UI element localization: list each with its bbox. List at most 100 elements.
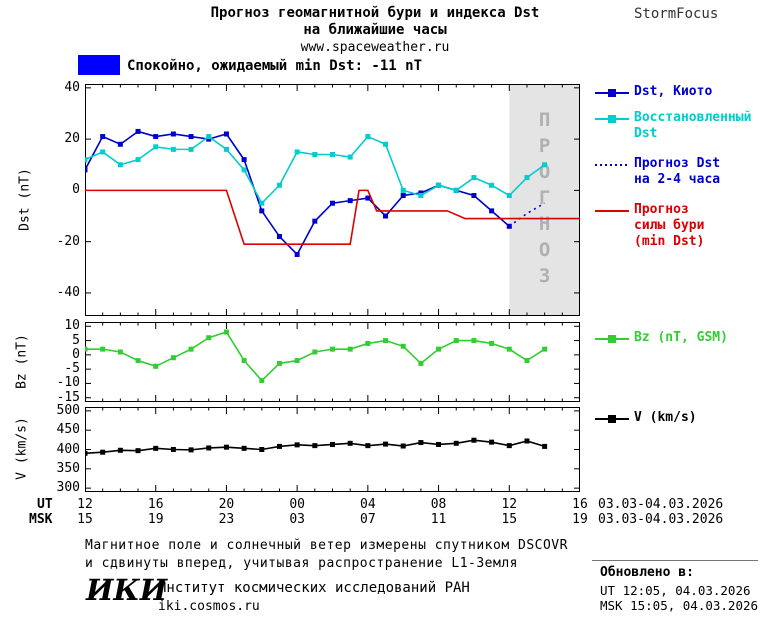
legend-entry-label: Восстановленный Dst	[634, 110, 752, 141]
updated-msk-time: MSK 15:05, 04.03.2026	[600, 598, 759, 613]
data-source-note-line1: Магнитное поле и солнечный ветер измерен…	[85, 538, 568, 553]
forecast-watermark-letter: Н	[539, 213, 550, 235]
series-marker	[170, 146, 176, 152]
series-marker	[312, 218, 318, 224]
series-marker	[330, 346, 335, 352]
series-marker	[471, 437, 477, 443]
series-marker	[223, 444, 229, 450]
series-marker	[85, 450, 88, 456]
updated-ut-time: UT 12:05, 04.03.2026	[600, 583, 751, 598]
forecast-watermark-letter: Р	[539, 135, 550, 157]
series-marker	[542, 346, 548, 352]
series-marker	[365, 134, 371, 140]
updated-divider	[592, 560, 758, 561]
series-marker	[153, 134, 159, 140]
series-marker	[418, 190, 424, 196]
forecast-watermark-letter: П	[539, 109, 550, 131]
legend-entry: V (km/s)	[595, 410, 697, 426]
ut-tick-label: 20	[218, 497, 235, 512]
msk-tick-label: 07	[360, 512, 376, 527]
series-marker	[100, 346, 106, 352]
ut-tick-label: 00	[289, 497, 305, 512]
series-marker	[276, 234, 282, 240]
series-marker	[330, 151, 335, 157]
y-tick-label: 40	[64, 79, 80, 95]
series-marker	[276, 182, 282, 188]
series-marker	[170, 447, 176, 452]
series-marker	[347, 346, 353, 352]
msk-row-label: MSK	[29, 512, 53, 527]
panel-frame	[85, 407, 580, 492]
series-marker	[383, 213, 389, 219]
series-marker	[312, 151, 318, 157]
series-marker	[135, 448, 141, 454]
series-marker	[365, 195, 371, 201]
series-marker	[400, 187, 406, 193]
series-marker	[294, 149, 300, 155]
msk-tick-label: 15	[501, 512, 518, 527]
series-marker	[223, 131, 229, 137]
data-source-note-line2: и сдвинуты вперед, учитывая распростране…	[85, 556, 518, 571]
series-marker	[206, 445, 212, 451]
legend-line-icon	[595, 89, 629, 97]
ut-row-label: UT	[37, 497, 53, 512]
msk-tick-label: 15	[77, 512, 93, 527]
title-line2: на ближайшие часы	[303, 22, 447, 38]
series-marker	[471, 338, 477, 344]
series-line	[508, 202, 546, 227]
legend-entry: Прогноз Dst на 2-4 часа	[595, 156, 720, 188]
series-marker	[85, 157, 88, 163]
series-marker	[294, 251, 300, 257]
series-marker	[436, 441, 442, 447]
legend-line-icon	[595, 335, 629, 343]
series-marker	[524, 175, 530, 181]
forecast-region	[509, 84, 580, 316]
ut-tick-label: 04	[360, 497, 376, 512]
series-marker	[383, 141, 389, 147]
series-marker	[489, 439, 495, 445]
series-marker	[418, 440, 424, 446]
series-marker	[170, 355, 176, 361]
updated-label: Обновлено в:	[600, 565, 694, 580]
series-marker	[259, 447, 265, 452]
series-marker	[153, 363, 159, 369]
brand-label: StormFocus	[634, 6, 719, 22]
bz-axis-title: Bz (nT)	[14, 334, 30, 389]
series-marker	[471, 193, 477, 199]
ut-tick-label: 12	[501, 497, 518, 512]
series-marker	[153, 144, 159, 150]
series-marker	[471, 175, 477, 181]
series-marker	[100, 149, 106, 155]
series-marker	[100, 134, 106, 140]
series-marker	[418, 360, 424, 366]
series-line	[85, 189, 580, 246]
series-marker	[400, 193, 406, 199]
iki-logo: ИКИ	[86, 573, 168, 607]
series-marker	[312, 349, 318, 355]
series-marker	[542, 162, 548, 168]
series-marker	[506, 346, 512, 352]
msk-date-range: 03.03-04.03.2026	[598, 512, 724, 527]
series-marker	[489, 340, 495, 346]
series-marker	[453, 187, 459, 193]
y-tick-label: 400	[56, 441, 80, 457]
series-marker	[276, 443, 282, 449]
series-marker	[330, 441, 335, 447]
series-marker	[542, 443, 548, 449]
y-tick-label: -20	[56, 233, 80, 249]
series-marker	[489, 208, 495, 214]
series-marker	[259, 200, 265, 206]
chart-panel-1	[85, 322, 580, 402]
ut-tick-label: 16	[147, 497, 164, 512]
msk-tick-label: 11	[430, 512, 447, 527]
series-marker	[223, 146, 229, 152]
series-marker	[294, 358, 300, 364]
ut-tick-label: 08	[430, 497, 447, 512]
legend-entry: Bz (nT, GSM)	[595, 330, 728, 346]
series-marker	[453, 440, 459, 446]
series-marker	[85, 167, 88, 173]
series-marker	[347, 440, 353, 446]
y-tick-label: 500	[56, 402, 80, 418]
